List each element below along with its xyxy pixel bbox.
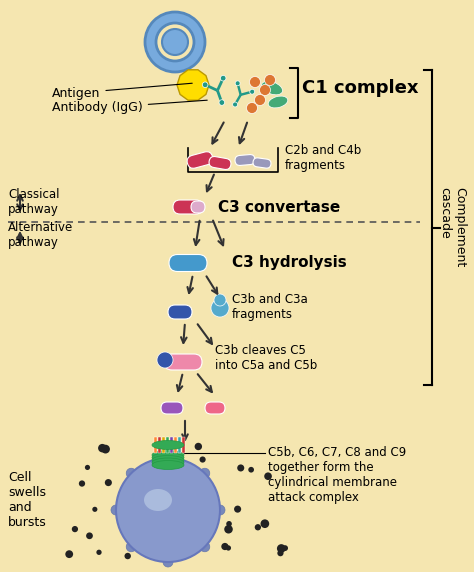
Bar [182,437,185,453]
Ellipse shape [152,453,184,462]
Circle shape [126,542,136,552]
Circle shape [145,12,205,72]
Text: Classical
pathway: Classical pathway [8,188,60,216]
Text: Antibody (IgG): Antibody (IgG) [52,100,207,114]
Circle shape [250,89,255,94]
FancyBboxPatch shape [164,354,202,370]
Circle shape [200,542,210,552]
Bar [166,437,169,453]
FancyBboxPatch shape [205,402,225,414]
FancyBboxPatch shape [173,200,203,214]
Circle shape [221,543,228,550]
FancyBboxPatch shape [187,152,213,168]
Bar [162,437,165,453]
Circle shape [259,85,271,96]
Circle shape [211,299,229,317]
Circle shape [264,472,272,480]
Circle shape [86,533,93,539]
Circle shape [249,77,261,88]
Circle shape [264,74,275,85]
FancyBboxPatch shape [168,305,192,319]
Circle shape [226,521,232,527]
FancyBboxPatch shape [161,402,183,414]
Text: Alternative
pathway: Alternative pathway [8,221,73,249]
Text: Complement
cascade: Complement cascade [438,188,466,268]
Circle shape [85,465,90,470]
Circle shape [65,550,73,558]
Circle shape [282,545,288,551]
Bar [174,437,177,453]
Circle shape [277,550,283,557]
Ellipse shape [152,458,184,467]
Text: C2b and C4b
fragments: C2b and C4b fragments [285,144,361,172]
Circle shape [116,458,220,562]
Ellipse shape [152,451,184,459]
Circle shape [235,81,240,86]
Circle shape [159,441,165,446]
Circle shape [255,524,261,530]
Circle shape [261,519,269,528]
Circle shape [220,76,226,81]
Circle shape [163,453,173,463]
Ellipse shape [268,96,288,108]
Text: C3 hydrolysis: C3 hydrolysis [232,256,347,271]
Circle shape [92,507,98,512]
Ellipse shape [152,455,184,464]
Ellipse shape [262,81,283,95]
Circle shape [246,102,257,113]
Circle shape [200,456,206,463]
Circle shape [277,544,286,553]
Circle shape [200,468,210,478]
Circle shape [162,29,188,55]
Circle shape [226,545,231,551]
Circle shape [163,557,173,567]
Circle shape [126,468,136,478]
Circle shape [219,100,225,105]
Ellipse shape [152,460,184,470]
FancyBboxPatch shape [191,201,205,213]
Circle shape [224,525,233,534]
Circle shape [98,444,107,452]
Circle shape [255,94,265,105]
Text: C3 convertase: C3 convertase [218,200,340,214]
Circle shape [237,464,244,471]
Text: Cell
swells
and
bursts: Cell swells and bursts [8,471,47,529]
Bar [178,437,181,453]
FancyBboxPatch shape [169,255,207,272]
Circle shape [248,467,254,472]
Circle shape [157,352,173,368]
Circle shape [96,550,101,555]
Circle shape [156,23,194,61]
Circle shape [79,480,85,487]
Circle shape [215,505,225,515]
FancyBboxPatch shape [253,158,271,168]
Ellipse shape [144,489,172,511]
FancyBboxPatch shape [209,157,231,169]
Circle shape [202,82,208,88]
FancyBboxPatch shape [235,154,255,165]
Circle shape [214,294,226,306]
Circle shape [105,479,112,486]
Circle shape [234,506,241,513]
Circle shape [111,505,121,515]
Circle shape [125,553,131,559]
Circle shape [72,526,78,532]
Circle shape [195,443,202,450]
Circle shape [233,102,237,107]
Circle shape [101,444,110,454]
Bar [170,437,173,453]
Text: C5b, C6, C7, C8 and C9
together form the
cylindrical membrane
attack complex: C5b, C6, C7, C8 and C9 together form the… [268,446,406,504]
Text: C3b and C3a
fragments: C3b and C3a fragments [232,293,308,321]
Bar [158,437,161,453]
Text: C1 complex: C1 complex [302,79,419,97]
Text: C3b cleaves C5
into C5a and C5b: C3b cleaves C5 into C5a and C5b [215,344,317,372]
Ellipse shape [152,440,184,450]
Bar [154,437,157,453]
Text: Antigen: Antigen [52,84,192,100]
